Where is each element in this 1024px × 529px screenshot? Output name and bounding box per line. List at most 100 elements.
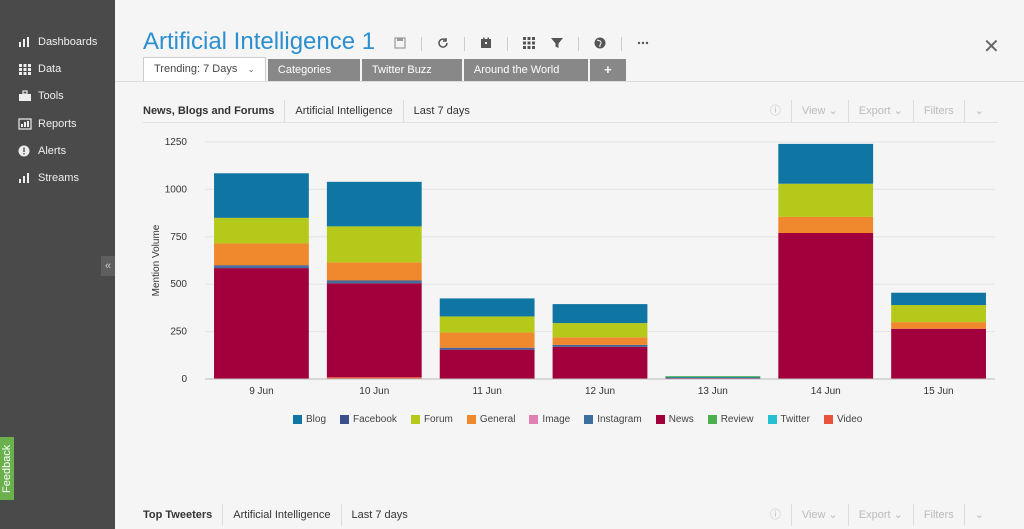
bar-segment[interactable]: [326, 181, 422, 227]
view-button[interactable]: View ⌄: [790, 100, 848, 122]
sidebar-item-reports[interactable]: Reports: [0, 112, 115, 136]
bar-segment[interactable]: [778, 143, 874, 184]
bar-segment[interactable]: [326, 226, 422, 263]
bar-segment[interactable]: [214, 265, 309, 267]
bar-segment[interactable]: [665, 376, 761, 378]
report-icon: [18, 118, 32, 130]
bar-segment[interactable]: [552, 304, 648, 324]
bar-segment[interactable]: [891, 305, 986, 323]
legend-item[interactable]: Review: [707, 414, 754, 425]
bar-segment[interactable]: [778, 183, 874, 217]
refresh-icon[interactable]: [436, 37, 450, 51]
more-icon[interactable]: [636, 37, 650, 51]
close-icon[interactable]: ✕: [983, 36, 1000, 58]
layout-grid-icon[interactable]: [522, 37, 536, 51]
export-button[interactable]: Export ⌄: [847, 100, 913, 122]
save-icon[interactable]: [393, 37, 407, 51]
legend-label: General: [479, 414, 516, 425]
sidebar-item-label: Tools: [38, 90, 64, 102]
sidebar-item-alerts[interactable]: Alerts: [0, 139, 115, 163]
legend-swatch: [410, 415, 420, 424]
bar-segment[interactable]: [891, 328, 986, 379]
legend-swatch: [293, 415, 302, 424]
feedback-tab[interactable]: Feedback: [0, 437, 14, 500]
bar-segment[interactable]: [326, 283, 422, 378]
tab-trending[interactable]: Trending: 7 Days ⌄: [143, 57, 266, 81]
bar-segment[interactable]: [326, 280, 422, 282]
bar-segment[interactable]: [552, 345, 648, 347]
bar-segment[interactable]: [439, 316, 535, 333]
legend-item[interactable]: Twitter: [767, 414, 810, 425]
bar-segment[interactable]: [214, 268, 309, 379]
bar-segment[interactable]: [214, 217, 309, 244]
bar-segment[interactable]: [439, 298, 535, 317]
bar-segment[interactable]: [439, 348, 535, 350]
y-tick-label: 750: [170, 232, 187, 243]
panel-menu-button[interactable]: ⌄: [963, 504, 994, 526]
legend-item[interactable]: Instagram: [584, 414, 642, 425]
bar-segment[interactable]: [552, 323, 648, 338]
filter-icon[interactable]: [550, 37, 564, 51]
bar-segment[interactable]: [439, 349, 535, 379]
tab-categories[interactable]: Categories: [267, 59, 360, 81]
panel-title: News, Blogs and Forums: [143, 100, 286, 122]
x-tick-label: 15 Jun: [924, 386, 954, 397]
calendar-icon[interactable]: [479, 37, 493, 51]
bar-segment[interactable]: [214, 266, 309, 269]
sidebar-item-streams[interactable]: Streams: [0, 166, 115, 190]
view-button[interactable]: View ⌄: [790, 504, 848, 526]
bar-segment[interactable]: [778, 216, 874, 234]
bar-segment[interactable]: [778, 233, 874, 379]
sidebar-item-label: Data: [38, 63, 62, 75]
bar-segment[interactable]: [552, 344, 648, 346]
sidebar-item-dashboards[interactable]: Dashboards: [0, 30, 115, 54]
info-icon[interactable]: ⓘ: [769, 509, 781, 521]
bar-segment[interactable]: [214, 173, 309, 218]
legend-label: Twitter: [780, 414, 810, 425]
sidebar-item-data[interactable]: Data: [0, 57, 115, 81]
toolbar-divider: [578, 37, 579, 51]
legend-item[interactable]: News: [655, 414, 694, 425]
export-button[interactable]: Export ⌄: [847, 504, 913, 526]
panel-query[interactable]: Artificial Intelligence: [285, 100, 404, 122]
bar-segment[interactable]: [891, 292, 986, 306]
bar-segment[interactable]: [891, 322, 986, 329]
bar-segment[interactable]: [552, 337, 648, 345]
tab-twitter-buzz[interactable]: Twitter Buzz: [361, 59, 462, 81]
filters-button[interactable]: Filters: [912, 504, 964, 526]
sidebar-item-label: Reports: [38, 118, 77, 130]
tab-around-the-world[interactable]: Around the World: [463, 59, 588, 81]
sidebar-item-tools[interactable]: Tools: [0, 84, 115, 108]
main-content: Artificial Intelligence 1: [115, 0, 1024, 529]
add-tab-button[interactable]: +: [589, 59, 626, 81]
bar-segment[interactable]: [552, 346, 648, 379]
bar-segment[interactable]: [214, 243, 309, 266]
panel-range[interactable]: Last 7 days: [413, 105, 470, 117]
chart-legend: Blog Facebook Forum General Image Instagram Ne…: [293, 414, 876, 425]
x-tick-label: 14 Jun: [811, 386, 841, 397]
dashboard-header: Artificial Intelligence 1: [115, 0, 1024, 82]
panel-range[interactable]: Last 7 days: [351, 509, 408, 521]
panel-query[interactable]: Artificial Intelligence: [223, 504, 342, 526]
legend-swatch: [466, 415, 476, 424]
legend-item[interactable]: Blog: [293, 414, 326, 425]
info-icon[interactable]: ⓘ: [769, 105, 781, 117]
toolbar-divider: [421, 37, 422, 51]
bar-segment[interactable]: [439, 332, 535, 348]
bar-segment[interactable]: [326, 377, 422, 379]
legend-item[interactable]: Image: [529, 414, 570, 425]
legend-item[interactable]: Facebook: [340, 414, 397, 425]
bar-segment[interactable]: [326, 281, 422, 284]
legend-item[interactable]: Video: [823, 414, 862, 425]
bar-segment[interactable]: [665, 377, 761, 379]
legend-item[interactable]: General: [466, 414, 516, 425]
filters-button[interactable]: Filters: [912, 100, 964, 122]
sidebar-collapse-button[interactable]: «: [101, 256, 115, 276]
bar-segment[interactable]: [439, 347, 535, 349]
panel-menu-button[interactable]: ⌄: [963, 100, 994, 122]
globe-icon[interactable]: [593, 37, 607, 51]
bar-segment[interactable]: [326, 262, 422, 281]
legend-item[interactable]: Forum: [410, 414, 453, 425]
legend-swatch: [767, 415, 777, 424]
